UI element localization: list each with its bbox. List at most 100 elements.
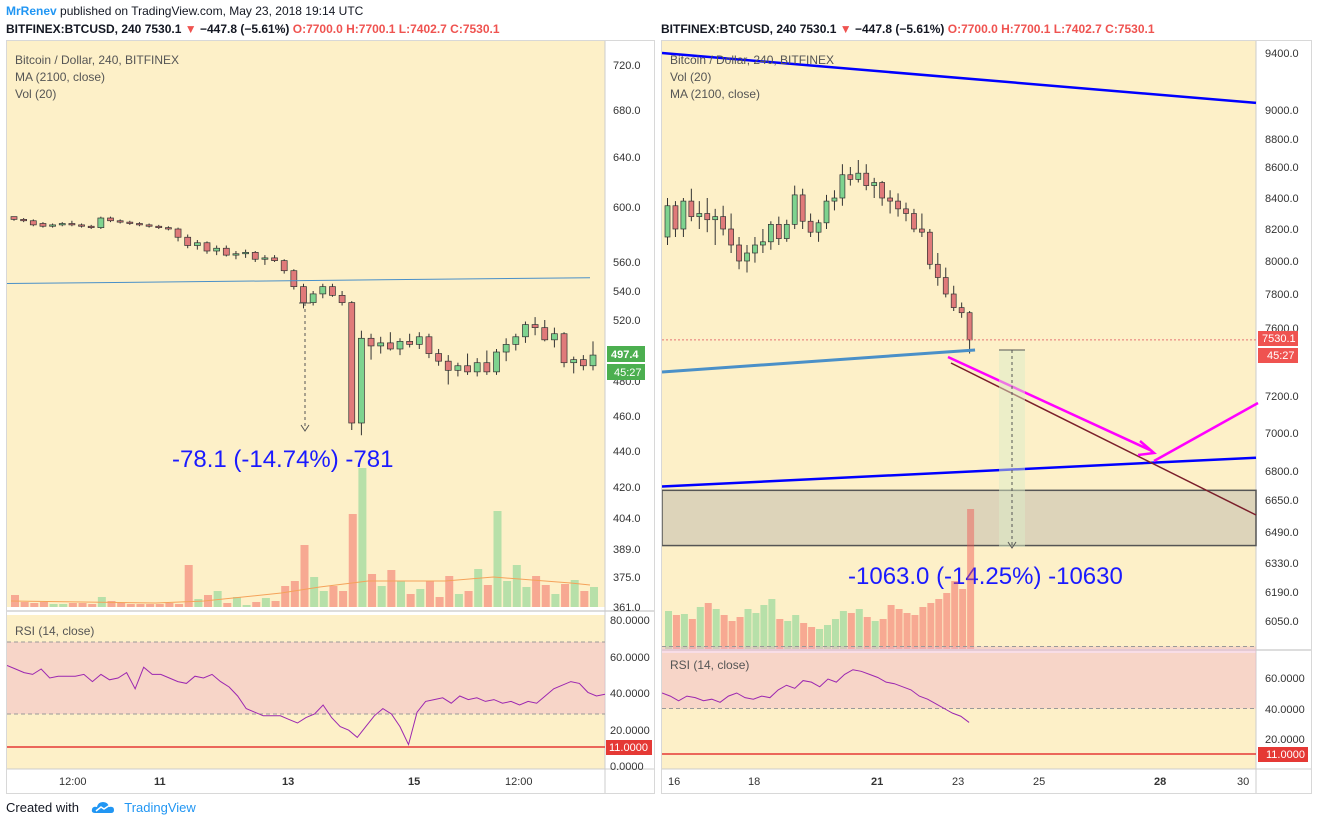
author-name[interactable]: MrRenev: [6, 4, 57, 18]
candle-body: [145, 224, 153, 227]
volume-bar: [967, 509, 975, 649]
candle-body: [415, 336, 423, 345]
candle-body: [775, 224, 782, 239]
footer: Created with TradingView: [6, 800, 196, 817]
candle-body: [744, 252, 750, 262]
volume-bar: [474, 569, 483, 607]
volume-bar: [816, 629, 824, 649]
rsi-tick-label: 80.0000: [610, 615, 650, 627]
candle-body: [541, 327, 549, 341]
y-tick-label: 6490.0: [1265, 527, 1299, 539]
volume-bar: [561, 584, 570, 607]
volume-bar: [368, 574, 377, 607]
volume-ma-line: [10, 576, 591, 604]
rsi-tick-label: 40.0000: [1265, 704, 1305, 716]
volume-bar: [194, 599, 203, 607]
x-tick-label: 16: [668, 776, 680, 788]
candle-body: [136, 223, 143, 226]
candle-body: [815, 222, 822, 233]
rsi-tick-label: 60.0000: [610, 652, 650, 664]
volume-bar: [435, 597, 444, 607]
volume-bar: [117, 603, 126, 607]
magenta-path-2: [1153, 401, 1259, 463]
candle-body: [387, 342, 394, 350]
candle-body: [720, 216, 727, 230]
measure-arrow-icon: [1007, 541, 1017, 549]
candle-body: [760, 241, 766, 246]
legend-symbol: Bitcoin / Dollar, 240, BITFINEX: [670, 53, 835, 67]
candle-body: [329, 286, 336, 296]
measure-arrow-icon: [300, 424, 310, 432]
y-tick-label: 375.0: [613, 572, 641, 584]
volume-bar: [136, 604, 145, 607]
candle-body: [49, 224, 56, 227]
volume-bar: [387, 570, 396, 607]
y-tick-label: 361.0: [613, 602, 641, 614]
rsi-tick-label: 40.0000: [610, 688, 650, 700]
volume-bar: [760, 605, 768, 649]
candle-body: [222, 247, 230, 256]
right-chart-panel[interactable]: 9400.0 9000.0 8800.0 8600.0 8400.0 8200.0 8000…: [661, 40, 1312, 794]
left-chart-panel[interactable]: 720.0 680.0 640.0 600.0 560.0 540.0 520.0 480.0…: [6, 40, 655, 794]
candle-body: [847, 174, 854, 180]
tradingview-link[interactable]: TradingView: [124, 800, 196, 815]
candle-body: [290, 270, 298, 287]
tradingview-cloud-icon: [91, 800, 115, 817]
volume-bar: [839, 611, 847, 649]
volume-bar: [319, 591, 328, 607]
y-tick-label: 404.0: [613, 513, 641, 525]
candle-body: [377, 342, 385, 347]
volume-bar: [49, 604, 58, 607]
y-tick-label: 8000.0: [1265, 256, 1299, 268]
timer-label: 45:27: [614, 367, 642, 379]
candle-body: [271, 257, 278, 261]
rsi-pane-bg: [7, 615, 605, 769]
volume-bar: [720, 615, 728, 649]
volume-bar: [847, 613, 855, 649]
volume-bar: [223, 603, 232, 607]
rsi-line: [662, 669, 970, 723]
volume-bar: [358, 468, 367, 607]
last-price-label: 497.4: [611, 349, 639, 361]
volume-bar: [281, 586, 290, 607]
volume-bar: [688, 619, 696, 649]
candle-body: [911, 213, 917, 230]
candle-body: [396, 341, 404, 350]
legend-rsi: RSI (14, close): [15, 624, 95, 638]
symbol-ohlc: O:7700.0 H:7700.1 L:7402.7 C:7530.1: [947, 22, 1155, 36]
y-tick-label: 8800.0: [1265, 134, 1299, 146]
candle-body: [839, 174, 846, 199]
volume-bar: [483, 585, 492, 607]
rsi-tick-label: 20.0000: [1265, 734, 1305, 746]
y-tick-label: 520.0: [613, 315, 641, 327]
volume-bar: [416, 589, 425, 607]
candle-body: [863, 172, 870, 186]
rsi-level-label: 11.0000: [1266, 749, 1305, 761]
candle-body: [242, 252, 249, 255]
volume-bar: [768, 599, 776, 649]
x-tick-label: 12:00: [59, 776, 87, 788]
y-tick-label: 9000.0: [1265, 105, 1299, 117]
volume-bar: [570, 580, 579, 607]
candle-body: [309, 293, 317, 303]
symbol-price: 7530.1: [799, 22, 837, 36]
volume-bar: [493, 511, 502, 607]
x-tick-label: 15: [408, 776, 420, 788]
volume-bar: [126, 604, 135, 607]
left-chart-svg[interactable]: 720.0680.0640.0600.0560.0540.0520.0480.0…: [7, 41, 654, 793]
candle-body: [942, 277, 949, 295]
y-tick-label: 540.0: [613, 286, 641, 298]
down-arrow-icon: ▼: [184, 22, 197, 36]
y-tick-label: 6050.0: [1265, 616, 1299, 628]
volume-bar: [879, 619, 887, 649]
candle-body: [10, 216, 18, 220]
candle-body: [116, 220, 124, 223]
volume-bar: [672, 615, 680, 649]
x-tick-label: 12:00: [505, 776, 533, 788]
y-tick-label: 560.0: [613, 257, 641, 269]
symbol-change: −447.8 (−5.61%): [199, 22, 290, 36]
right-chart-svg[interactable]: 9400.0 9000.0 8800.0 8600.0 8400.0 8200.0 8000…: [662, 41, 1311, 793]
candle-body: [736, 244, 742, 262]
symbol-bar-right: BITFINEX:BTCUSD, 240 7530.1 ▼ −447.8 (−5…: [661, 22, 1155, 36]
last-price-tag: [607, 346, 645, 362]
